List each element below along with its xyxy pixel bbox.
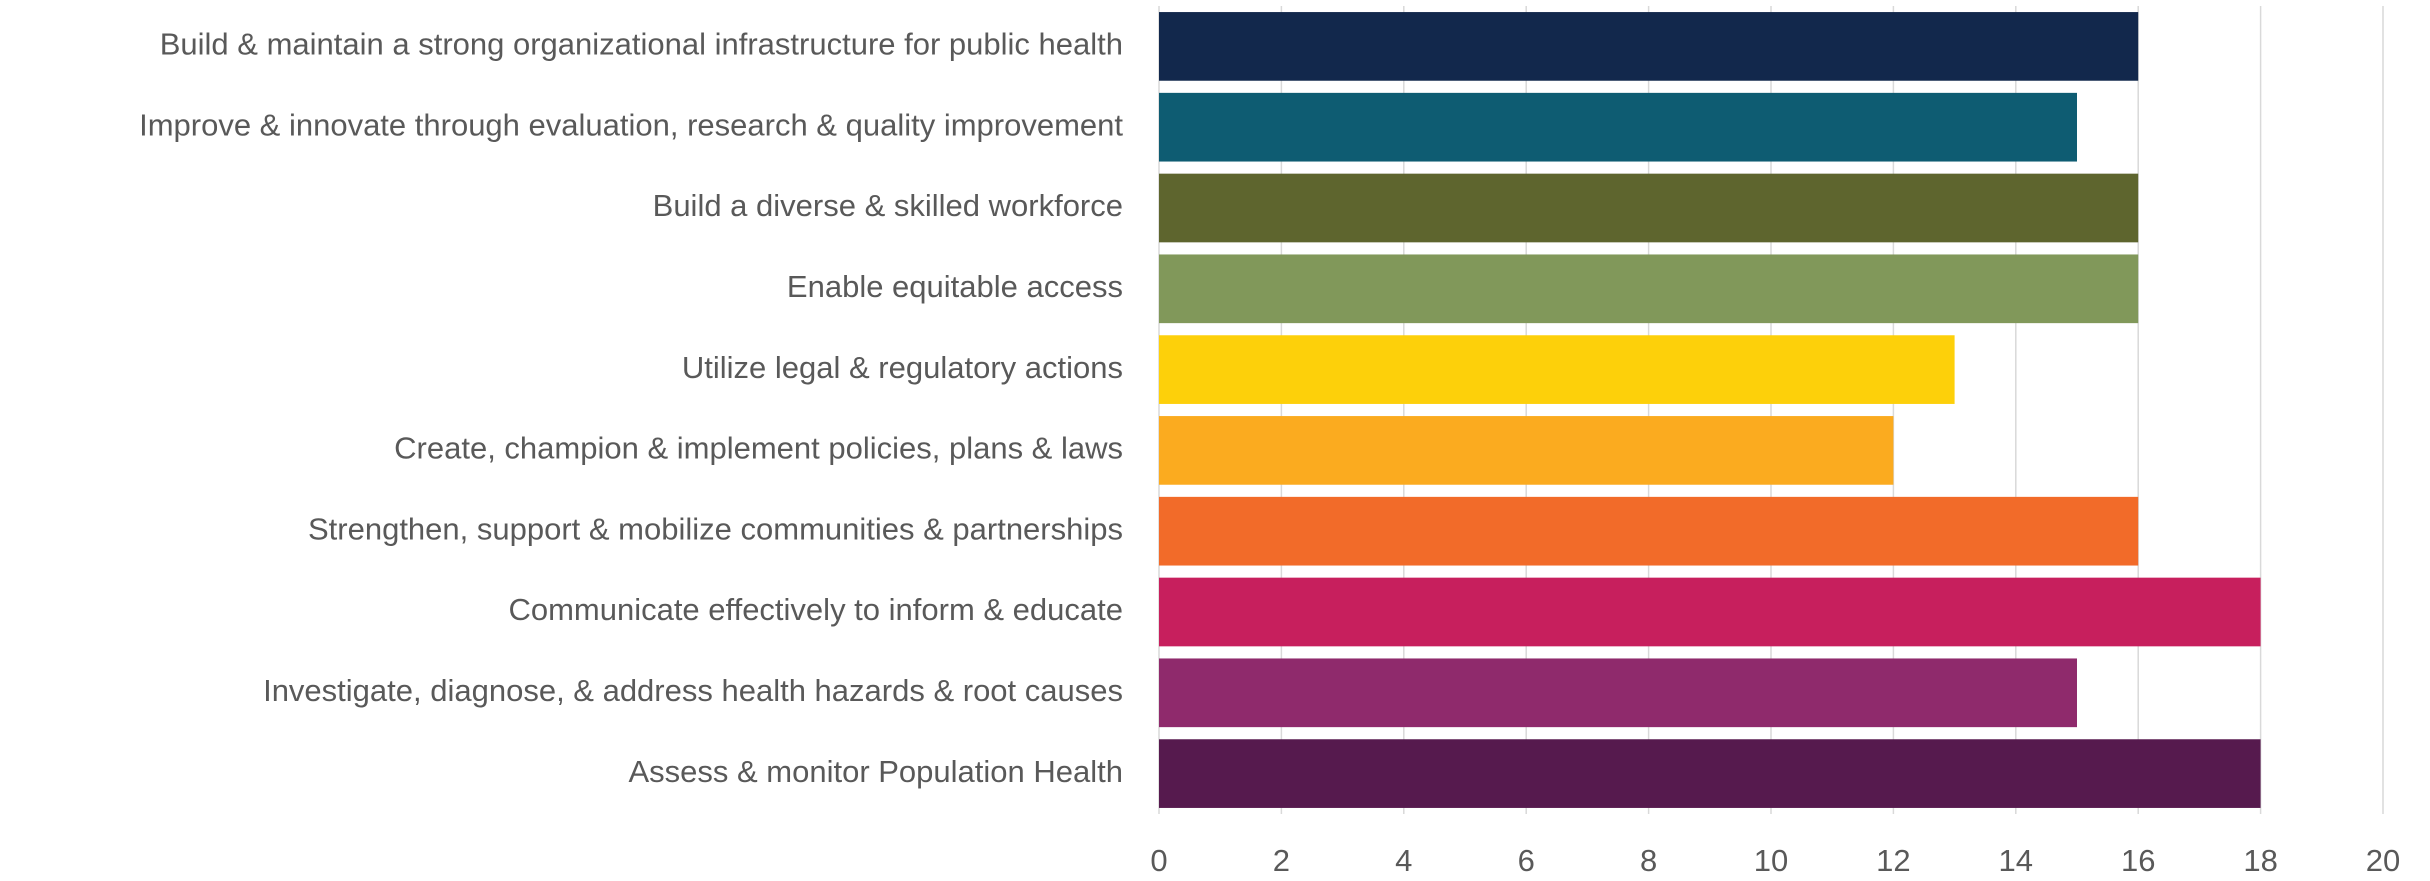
- y-tick-label: Assess & monitor Population Health: [628, 754, 1123, 789]
- bar: [1159, 12, 2139, 81]
- y-tick-label: Communicate effectively to inform & educ…: [508, 592, 1123, 627]
- x-tick-label: 18: [2243, 843, 2277, 878]
- x-tick-label: 6: [1518, 843, 1535, 878]
- bar: [1159, 496, 2139, 566]
- y-tick-label: Enable equitable access: [787, 269, 1123, 304]
- bar: [1159, 739, 2261, 808]
- x-tick-label: 16: [2121, 843, 2155, 878]
- y-tick-label: Strengthen, support & mobilize communiti…: [308, 511, 1123, 546]
- x-tick-label: 8: [1640, 843, 1657, 878]
- y-tick-label: Build a diverse & skilled workforce: [653, 188, 1123, 223]
- bar: [1159, 335, 1955, 404]
- y-tick-label: Utilize legal & regulatory actions: [682, 350, 1123, 385]
- y-tick-label: Improve & innovate through evaluation, r…: [139, 107, 1123, 142]
- bar: [1159, 577, 2261, 647]
- x-tick-label: 0: [1150, 843, 1167, 878]
- x-tick-label: 20: [2366, 843, 2400, 878]
- x-tick-label: 2: [1273, 843, 1290, 878]
- bar: [1159, 416, 1894, 485]
- bar: [1159, 92, 2077, 162]
- bar: [1159, 254, 2139, 324]
- bar: [1159, 173, 2139, 243]
- x-tick-label: 4: [1395, 843, 1412, 878]
- y-tick-label: Create, champion & implement policies, p…: [394, 431, 1123, 466]
- x-tick-label: 12: [1876, 843, 1910, 878]
- bar: [1159, 658, 2077, 728]
- y-tick-label: Build & maintain a strong organizational…: [160, 27, 1123, 62]
- x-tick-label: 10: [1754, 843, 1788, 878]
- y-tick-label: Investigate, diagnose, & address health …: [263, 673, 1123, 708]
- x-tick-label: 14: [1999, 843, 2033, 878]
